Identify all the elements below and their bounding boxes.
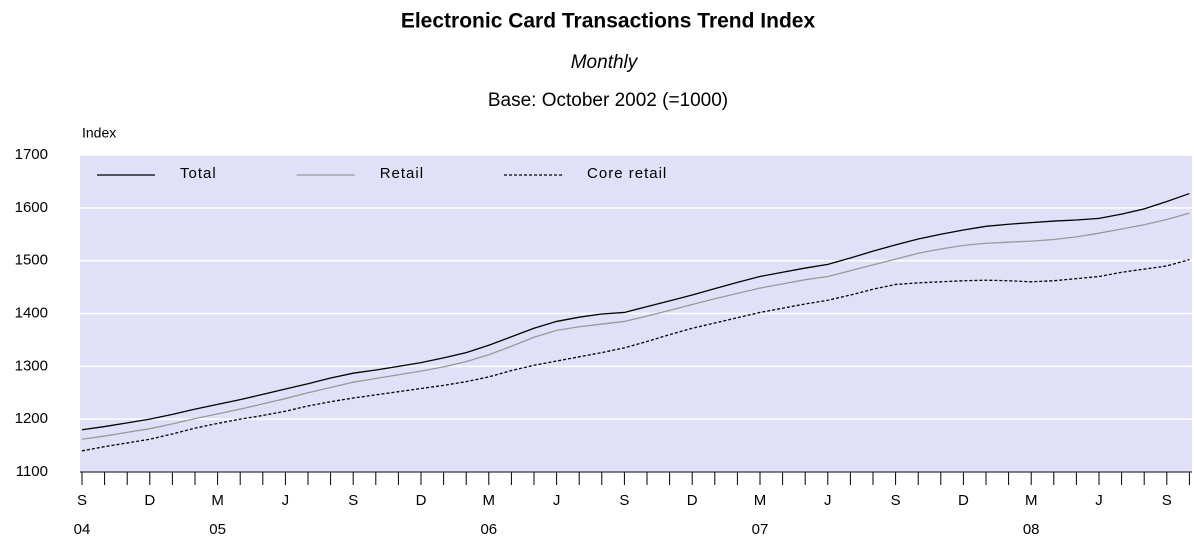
x-tick-label: D xyxy=(416,492,427,509)
x-tick-label: M xyxy=(754,492,767,509)
x-tick-label: J xyxy=(1095,492,1103,509)
y-tick-label: 1400 xyxy=(15,304,48,321)
x-tick-label: D xyxy=(958,492,969,509)
x-tick-label: M xyxy=(483,492,496,509)
x-tick-label: M xyxy=(211,492,224,509)
y-tick-label: 1200 xyxy=(15,410,48,427)
y-axis-label: Index xyxy=(82,125,116,141)
x-tick-label: M xyxy=(1025,492,1038,509)
x-tick-label: J xyxy=(282,492,290,509)
x-year-label: 06 xyxy=(480,521,497,538)
x-tick-label: S xyxy=(348,492,358,509)
x-year-label: 04 xyxy=(74,521,91,538)
legend-label: Core retail xyxy=(587,165,667,182)
series-line xyxy=(81,212,1190,440)
legend-label: Retail xyxy=(380,165,424,182)
y-tick-label: 1600 xyxy=(15,199,48,216)
x-tick-label: S xyxy=(891,492,901,509)
legend-label: Total xyxy=(180,165,217,182)
chart-title: Electronic Card Transactions Trend Index xyxy=(401,10,816,33)
x-year-label: 05 xyxy=(209,521,226,538)
x-tick-label: S xyxy=(77,492,87,509)
x-tick-label: S xyxy=(619,492,629,509)
x-tick-label: S xyxy=(1162,492,1172,509)
x-tick-label: D xyxy=(687,492,698,509)
x-year-label: 07 xyxy=(752,521,769,538)
series-line xyxy=(81,192,1190,431)
y-tick-label: 1300 xyxy=(15,357,48,374)
x-tick-label: J xyxy=(824,492,832,509)
y-tick-label: 1100 xyxy=(16,463,48,480)
series-line xyxy=(81,258,1190,452)
chart-note: Base: October 2002 (=1000) xyxy=(488,90,728,111)
x-tick-label: J xyxy=(553,492,561,509)
y-tick-label: 1500 xyxy=(15,252,48,269)
y-tick-label: 1700 xyxy=(15,146,48,163)
x-tick-label: D xyxy=(144,492,155,509)
x-year-label: 08 xyxy=(1023,521,1040,538)
chart-subtitle: Monthly xyxy=(571,52,639,73)
